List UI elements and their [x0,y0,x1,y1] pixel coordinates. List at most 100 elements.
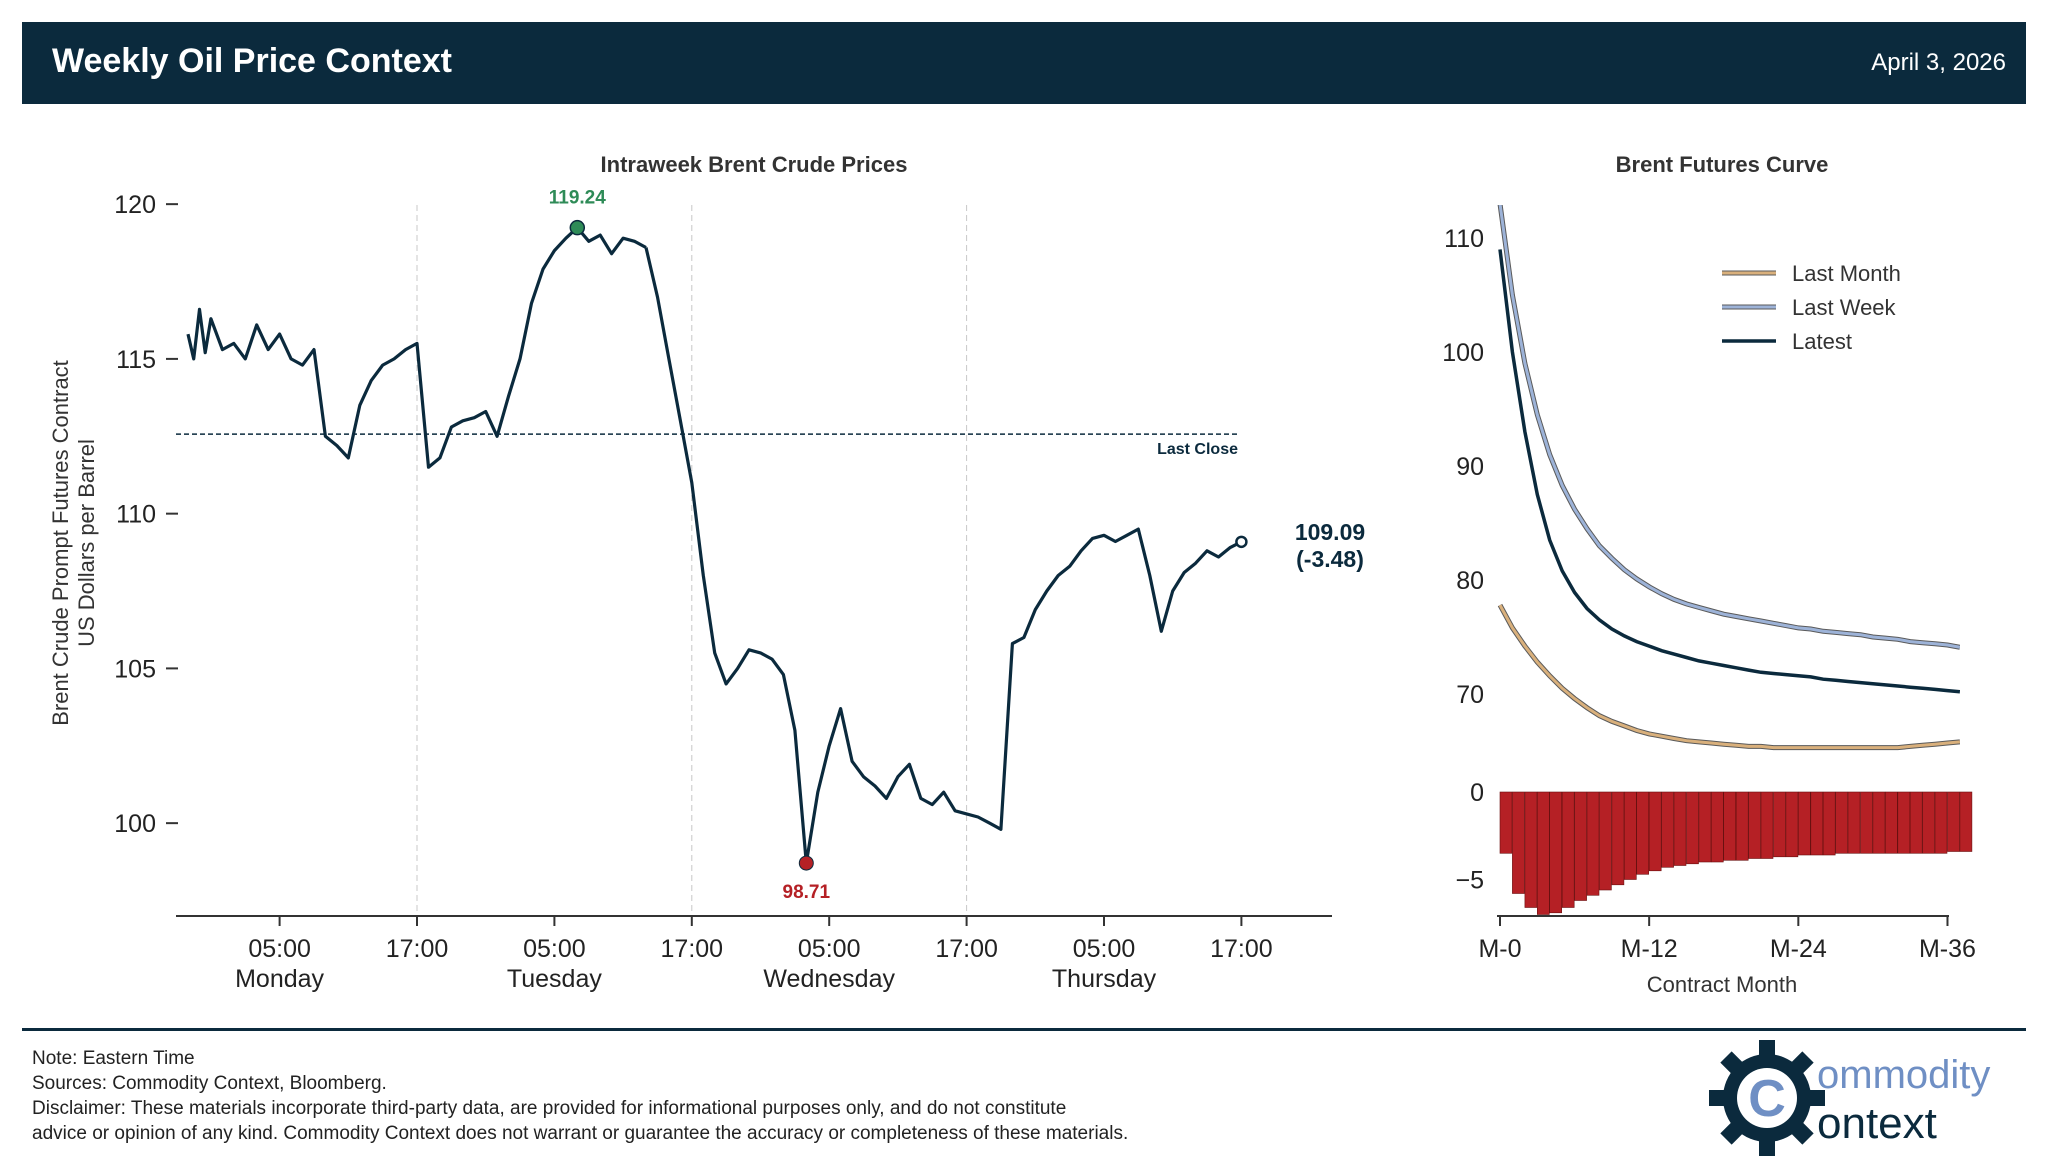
low-label: 98.71 [783,882,831,903]
curve-x-tick-label-3: M-36 [1919,935,1976,963]
change-bar [1798,791,1811,856]
change-bar [1847,791,1861,854]
change-bar [1549,791,1562,914]
change-bar [1512,791,1525,894]
price-line-segment-1 [644,247,1243,865]
change-bar [1574,791,1587,901]
bar-y-tick-label-0: 0 [1470,779,1484,807]
header-bar: Weekly Oil Price Context April 3, 2026 [22,22,2026,104]
x-tick-day-6: Thursday [1052,965,1157,993]
curve-x-tick-label-2: M-24 [1770,935,1827,963]
change-bar [1586,791,1600,896]
y-axis-label-line-1: Brent Crude Prompt Futures Contract [48,360,73,726]
change-bar [1885,791,1898,854]
change-bar [1934,791,1948,854]
footer-notes: Note: Eastern Time Sources: Commodity Co… [32,1046,1128,1146]
change-bar [1785,791,1799,858]
change-bar [1524,791,1538,908]
high-marker [569,219,586,236]
change-bar [1822,791,1836,856]
curve-y-tick-label-90: 90 [1456,453,1484,481]
y-tick-label-110: 110 [116,501,156,529]
last-marker [1235,535,1248,549]
y-tick-label-105: 105 [114,655,156,683]
gear-c-logo-icon: C [1709,1040,1825,1156]
y-tick-label-120: 120 [114,191,156,219]
curve-x-tick-label-0: M-0 [1478,935,1521,963]
bar-y-tick-label--5: −5 [1455,867,1484,895]
change-bar [1661,791,1674,868]
last-close-label: Last Close [1157,441,1238,458]
footer-disclaimer-line-1: Disclaimer: These materials incorporate … [32,1098,1067,1119]
x-tick-time-2: 05:00 [523,935,586,963]
y-tick-label-100: 100 [114,810,156,838]
change-bar [1872,791,1886,854]
change-bar [1599,791,1612,891]
curve-line-last-month [1498,604,1960,750]
change-bar [1760,791,1774,859]
change-bar [1860,791,1873,854]
curve-line-last-week [1498,205,1960,649]
change-bar [1723,791,1736,861]
change-bar [1537,791,1550,915]
change-bar [1810,791,1824,856]
x-tick-time-1: 17:00 [386,935,449,963]
y-tick-label-115: 115 [116,346,156,374]
change-bar [1499,791,1513,854]
change-bar [1773,791,1786,858]
change-bar [1735,791,1749,861]
chart-title-intraweek: Intraweek Brent Crude Prices [601,152,908,177]
x-tick-day-0: Monday [235,965,324,993]
footer-divider [22,1028,2026,1031]
curve-x-tick-label-1: M-12 [1621,935,1678,963]
footer-note: Note: Eastern Time [32,1048,195,1069]
change-bar [1611,791,1625,886]
curve-y-tick-label-70: 70 [1456,681,1484,709]
change-bar [1897,791,1911,854]
x-tick-time-5: 17:00 [935,935,998,963]
y-axis-label-line-2: US Dollars per Barrel [74,439,99,647]
x-tick-day-2: Tuesday [507,965,602,993]
curve-y-tick-label-110: 110 [1444,225,1484,253]
x-tick-day-4: Wednesday [763,965,895,993]
x-tick-time-4: 05:00 [798,935,861,963]
change-bar [1748,791,1761,859]
low-marker [798,855,814,871]
change-bar [1909,791,1923,854]
chart-title-futures-curve: Brent Futures Curve [1616,152,1829,177]
change-bar [1648,791,1662,872]
x-tick-time-6: 05:00 [1073,935,1136,963]
page-title: Weekly Oil Price Context [52,42,452,80]
change-bar [1686,791,1699,865]
x-tick-time-3: 17:00 [661,935,724,963]
last-change-label: (-3.48) [1296,546,1364,572]
curve-y-tick-label-80: 80 [1456,567,1484,595]
x-tick-time-0: 05:00 [248,935,311,963]
change-bar [1636,791,1649,875]
change-bar [1947,791,1960,852]
change-bar [1698,791,1712,863]
price-line-segment-0 [186,226,647,469]
change-bar [1835,791,1848,854]
change-bar [1959,791,1973,852]
change-bar [1561,791,1575,908]
last-value-label: 109.09 [1295,519,1365,545]
logo-word-context: ontext [1817,1099,1937,1148]
legend-label-last-month: Last Month [1792,261,1901,286]
change-bar [1711,791,1724,863]
legend-label-latest: Latest [1792,329,1852,354]
report-date: April 3, 2026 [1871,49,2006,76]
curve-line-latest [1498,249,1960,694]
svg-text:C: C [1748,1070,1786,1128]
change-bar [1673,791,1687,866]
legend-label-last-week: Last Week [1792,295,1897,320]
commodity-context-logo: C ommodity ontext [1709,1040,1990,1156]
curve-y-tick-label-100: 100 [1442,339,1484,367]
change-bar [1624,791,1637,880]
footer-disclaimer-line-2: advice or opinion of any kind. Commodity… [32,1123,1129,1144]
logo-word-commodity: ommodity [1817,1053,1990,1097]
high-label: 119.24 [549,188,606,209]
curve-x-axis-label: Contract Month [1647,972,1797,997]
footer-sources: Sources: Commodity Context, Bloomberg. [32,1073,387,1094]
